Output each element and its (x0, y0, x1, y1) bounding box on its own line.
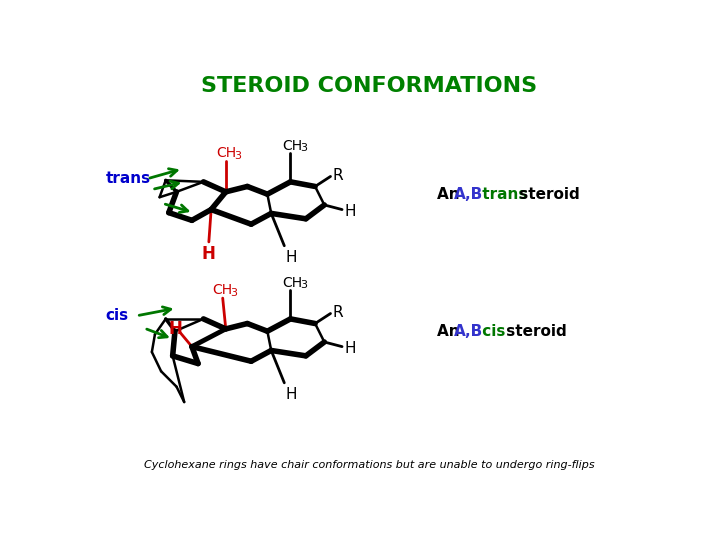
Text: trans: trans (477, 187, 527, 201)
Text: CH: CH (282, 139, 302, 153)
Text: R: R (333, 305, 343, 320)
Text: 3: 3 (230, 288, 238, 298)
Text: CH: CH (212, 284, 233, 298)
Text: cis: cis (106, 308, 129, 323)
Text: H: H (286, 250, 297, 265)
Text: A,B: A,B (454, 323, 483, 339)
Text: An: An (437, 187, 464, 201)
Text: A,B: A,B (454, 187, 483, 201)
Text: trans: trans (106, 171, 150, 186)
Text: H: H (344, 204, 356, 219)
Text: CH: CH (217, 146, 237, 160)
Text: steroid: steroid (500, 323, 567, 339)
Text: CH: CH (282, 276, 302, 289)
Text: An: An (437, 323, 464, 339)
Text: 3: 3 (300, 280, 307, 290)
Text: cis: cis (477, 323, 505, 339)
Text: H: H (286, 387, 297, 402)
Text: H: H (202, 245, 216, 263)
Text: 3: 3 (300, 143, 307, 153)
Text: steroid: steroid (514, 187, 580, 201)
Text: H: H (344, 341, 356, 356)
Text: STEROID CONFORMATIONS: STEROID CONFORMATIONS (201, 76, 537, 96)
Text: 3: 3 (234, 151, 241, 161)
Text: R: R (333, 168, 343, 183)
Text: H: H (168, 320, 183, 338)
Text: Cyclohexane rings have chair conformations but are unable to undergo ring-flips: Cyclohexane rings have chair conformatio… (144, 460, 594, 470)
